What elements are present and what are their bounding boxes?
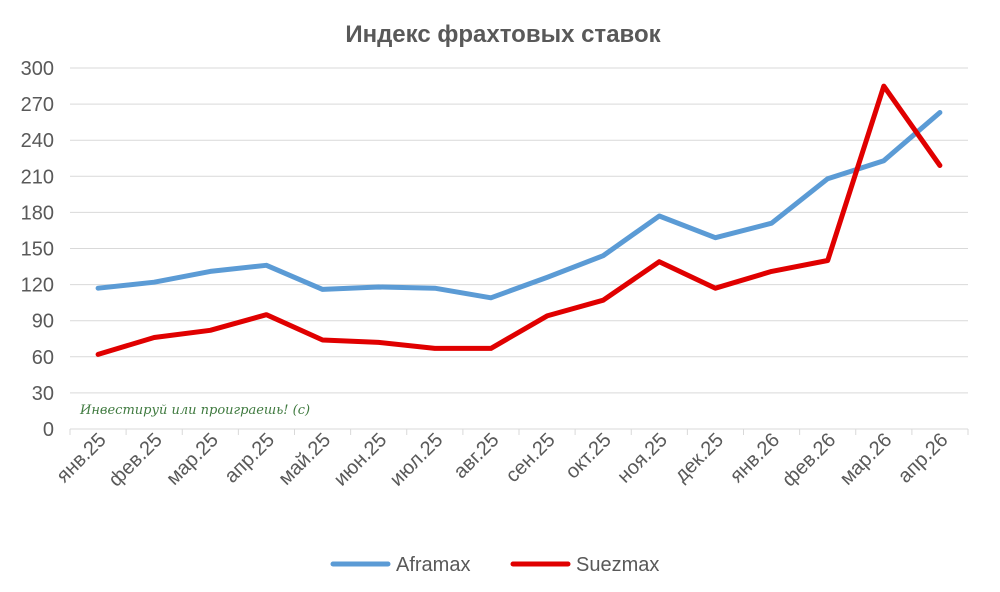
y-tick-label: 120	[21, 275, 54, 297]
x-tick-label: янв.26	[726, 429, 784, 487]
y-tick-label: 150	[21, 239, 54, 261]
legend: Aframax Suezmax	[330, 554, 659, 576]
y-tick-label: 0	[43, 419, 54, 441]
y-tick-label: 30	[32, 383, 54, 405]
x-tick-label: май.25	[274, 429, 335, 490]
y-tick-label: 90	[32, 311, 54, 333]
x-axis-ticks: янв.25фев.25мар.25апр.25май.25июн.25июл.…	[52, 429, 952, 491]
y-tick-label: 300	[21, 58, 54, 80]
x-tick-label: мар.26	[836, 429, 897, 490]
y-axis-ticks: 0 30 60 90 120 150 180 210 240 270 300	[21, 58, 54, 441]
x-tick-label: сен.25	[502, 429, 560, 487]
legend-label-suezmax: Suezmax	[576, 554, 659, 576]
x-tick-label: ноя.25	[613, 429, 672, 488]
series	[95, 83, 943, 357]
y-tick-label: 180	[21, 202, 54, 224]
x-tick-label: фев.26	[778, 429, 840, 491]
x-tick-label: апр.25	[220, 429, 279, 488]
y-tick-label: 270	[21, 94, 54, 116]
y-tick-label: 210	[21, 166, 54, 188]
chart-title: Индекс фрахтовых ставок	[345, 21, 661, 48]
y-tick-label: 60	[32, 347, 54, 369]
y-tick-label: 240	[21, 130, 54, 152]
x-tick-label: июл.25	[386, 429, 448, 491]
x-tick-label: фев.25	[104, 429, 166, 491]
x-tick-label: апр.26	[894, 429, 953, 488]
x-tick-label: мар.25	[162, 429, 223, 490]
x-tick-label: окт.25	[561, 429, 615, 483]
series-line-suezmax	[95, 83, 943, 357]
x-tick-label: янв.25	[52, 429, 110, 487]
grid	[69, 67, 969, 435]
annotation-watermark: Инвестируй или проиграешь! (с)	[79, 403, 310, 418]
x-tick-label: авг.25	[449, 429, 503, 483]
x-tick-label: июн.25	[330, 429, 392, 491]
x-tick-label: дек.25	[670, 429, 728, 487]
legend-label-aframax: Aframax	[396, 554, 470, 576]
series-line-aframax	[95, 110, 943, 301]
